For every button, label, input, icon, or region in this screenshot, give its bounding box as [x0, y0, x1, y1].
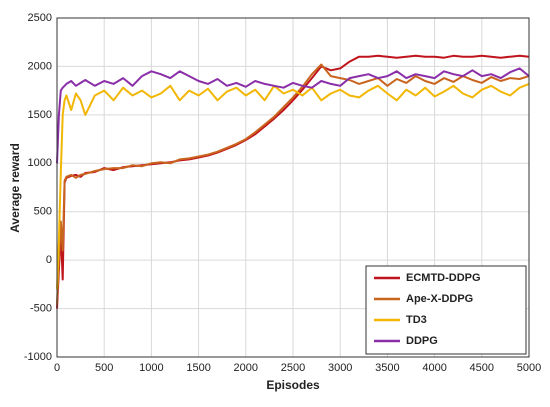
- series-line: [56, 63, 530, 304]
- x-tick-label: 0: [54, 362, 60, 374]
- x-axis-label: Episodes: [266, 378, 320, 392]
- legend-label: TD3: [406, 314, 427, 326]
- y-tick-label: 500: [34, 206, 52, 218]
- x-tick-label: 4500: [470, 362, 494, 374]
- x-tick-label: 3500: [375, 362, 399, 374]
- legend-label: DDPG: [406, 335, 438, 347]
- legend-label: Ape-X-DDPG: [406, 293, 473, 305]
- y-tick-label: -500: [30, 302, 52, 314]
- legend-label: ECMTD-DDPG: [406, 272, 481, 284]
- x-tick-label: 4000: [422, 362, 446, 374]
- x-tick-label: 5000: [517, 362, 541, 374]
- y-tick-label: 0: [46, 254, 52, 266]
- series-line: [56, 82, 530, 290]
- x-tick-label: 1000: [139, 362, 163, 374]
- y-tick-label: -1000: [24, 351, 52, 363]
- y-tick-label: 1500: [28, 109, 52, 121]
- x-tick-label: 500: [95, 362, 113, 374]
- y-tick-label: 1000: [28, 157, 52, 169]
- plot-frame: [56, 17, 530, 358]
- legend-box: [365, 265, 527, 355]
- series-line: [56, 67, 530, 164]
- x-tick-label: 3000: [328, 362, 352, 374]
- y-tick-label: 2000: [28, 60, 52, 72]
- y-tick-label: 2500: [28, 12, 52, 24]
- y-axis-label: Average reward: [8, 143, 22, 233]
- x-tick-label: 1500: [186, 362, 210, 374]
- x-tick-label: 2000: [234, 362, 258, 374]
- x-tick-label: 2500: [281, 362, 305, 374]
